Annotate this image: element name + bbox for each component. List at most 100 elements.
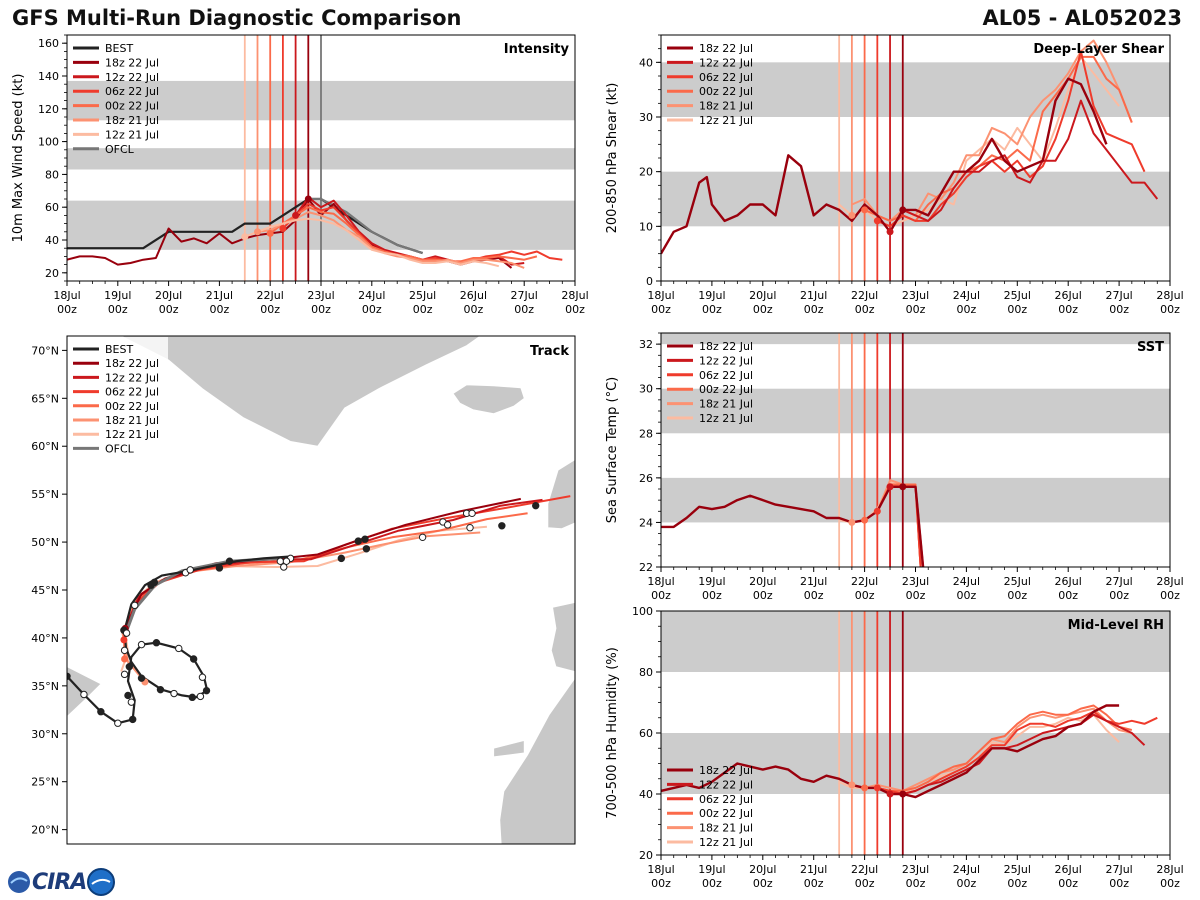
x-tick-date: 19Jul <box>698 575 725 588</box>
x-tick-hour: 00z <box>957 877 977 890</box>
best-track-point <box>418 533 427 541</box>
legend-label: 18z 21 Jul <box>699 822 753 835</box>
x-tick-hour: 00z <box>957 303 977 316</box>
plot-area <box>661 35 1170 281</box>
init-marker <box>292 211 300 219</box>
legend-label: 12z 21 Jul <box>699 836 753 849</box>
plot-area <box>661 611 1170 855</box>
x-tick-date: 20Jul <box>155 289 182 302</box>
y-tick-label: 22 <box>639 561 653 574</box>
legend-label: OFCL <box>105 143 135 156</box>
x-tick-hour: 00z <box>855 589 875 602</box>
y-tick-label: 0 <box>646 275 653 288</box>
y-tick-label: 32 <box>639 338 653 351</box>
x-tick-date: 18Jul <box>647 289 674 302</box>
best-track-point <box>152 639 161 647</box>
panel-title: Intensity <box>504 42 570 57</box>
x-tick-date: 28Jul <box>1156 289 1183 302</box>
x-tick-date: 24Jul <box>953 289 980 302</box>
x-tick-date: 22Jul <box>851 863 878 876</box>
init-marker <box>254 228 261 236</box>
storm-id: AL05 - AL052023 <box>982 6 1183 30</box>
land-british-isles <box>547 459 575 530</box>
legend-label: 18z 22 Jul <box>105 357 159 370</box>
x-tick-hour: 00z <box>1109 877 1129 890</box>
y-tick-label: 120 <box>38 103 59 116</box>
x-tick-date: 26Jul <box>1055 289 1082 302</box>
x-tick-date: 18Jul <box>53 289 80 302</box>
best-track-point <box>137 674 146 682</box>
x-tick-date: 27Jul <box>1105 863 1132 876</box>
best-track-point <box>337 554 346 563</box>
x-tick-hour: 00z <box>804 877 824 890</box>
legend-label: 18z 21 Jul <box>699 398 753 411</box>
land-greenland <box>121 336 481 447</box>
init-marker <box>873 784 881 792</box>
shade-band <box>661 333 1170 345</box>
x-tick-hour: 00z <box>702 877 722 890</box>
init-marker <box>886 790 894 798</box>
series-line <box>851 39 1133 222</box>
x-tick-hour: 00z <box>57 303 77 316</box>
legend-label: 18z 22 Jul <box>105 56 159 69</box>
legend-label: 12z 21 Jul <box>105 428 159 441</box>
best-track-point <box>156 685 165 694</box>
init-marker <box>899 483 907 491</box>
legend-label: 12z 22 Jul <box>105 371 159 384</box>
best-track-point <box>137 640 146 649</box>
legend-label: 12z 21 Jul <box>699 114 753 127</box>
y-tick-label: 26 <box>639 472 653 485</box>
x-tick-hour: 00z <box>260 303 280 316</box>
x-tick-hour: 00z <box>1058 589 1078 602</box>
legend-label: 12z 21 Jul <box>105 128 159 141</box>
track-map: 20°N 25°N 30°N 35°N 40°N 45°N 50°N 55°N 60°N 65°N… <box>31 335 576 845</box>
x-tick-hour: 00z <box>1007 303 1027 316</box>
lat-tick-label: 70°N <box>31 344 59 357</box>
land-africa <box>499 677 575 844</box>
best-track-point <box>97 708 105 716</box>
y-tick-label: 40 <box>45 234 59 247</box>
series-line <box>661 77 1108 255</box>
series-line <box>864 704 1133 792</box>
best-track-point <box>125 662 134 671</box>
best-track-point <box>80 690 88 699</box>
legend-label: 12z 21 Jul <box>699 412 753 425</box>
y-tick-label: 140 <box>38 70 59 83</box>
x-tick-hour: 00z <box>464 303 484 316</box>
init-marker <box>886 483 894 491</box>
x-tick-date: 21Jul <box>206 289 233 302</box>
x-tick-hour: 00z <box>906 877 926 890</box>
y-tick-label: 20 <box>639 166 653 179</box>
x-tick-hour: 00z <box>1109 589 1129 602</box>
track-init-marker <box>120 636 128 644</box>
land-iceland <box>452 384 525 415</box>
x-tick-hour: 00z <box>1058 877 1078 890</box>
init-marker <box>861 784 869 792</box>
best-track-point <box>131 601 139 610</box>
x-tick-date: 21Jul <box>800 863 827 876</box>
init-marker <box>899 206 907 214</box>
legend-label: 18z 22 Jul <box>699 42 753 55</box>
y-tick-label: 160 <box>38 37 59 50</box>
shade-band <box>661 611 1170 672</box>
legend-label: 12z 22 Jul <box>699 778 753 791</box>
x-tick-date: 26Jul <box>1055 863 1082 876</box>
x-tick-hour: 00z <box>906 589 926 602</box>
x-tick-date: 28Jul <box>1156 575 1183 588</box>
best-track-point <box>188 693 197 702</box>
lat-tick-label: 20°N <box>31 824 59 837</box>
y-tick-label: 20 <box>45 267 59 280</box>
x-tick-hour: 00z <box>565 303 585 316</box>
lat-tick-label: 40°N <box>31 632 59 645</box>
init-marker <box>848 781 856 789</box>
x-tick-date: 24Jul <box>953 575 980 588</box>
lat-tick-label: 50°N <box>31 536 59 549</box>
y-tick-label: 80 <box>639 666 653 679</box>
shade-band <box>661 171 1170 227</box>
legend-label: 12z 22 Jul <box>699 56 753 69</box>
x-tick-date: 23Jul <box>902 289 929 302</box>
best-track-point <box>196 692 205 701</box>
series-line <box>269 206 538 263</box>
x-tick-date: 22Jul <box>851 575 878 588</box>
best-track-point <box>362 545 371 553</box>
